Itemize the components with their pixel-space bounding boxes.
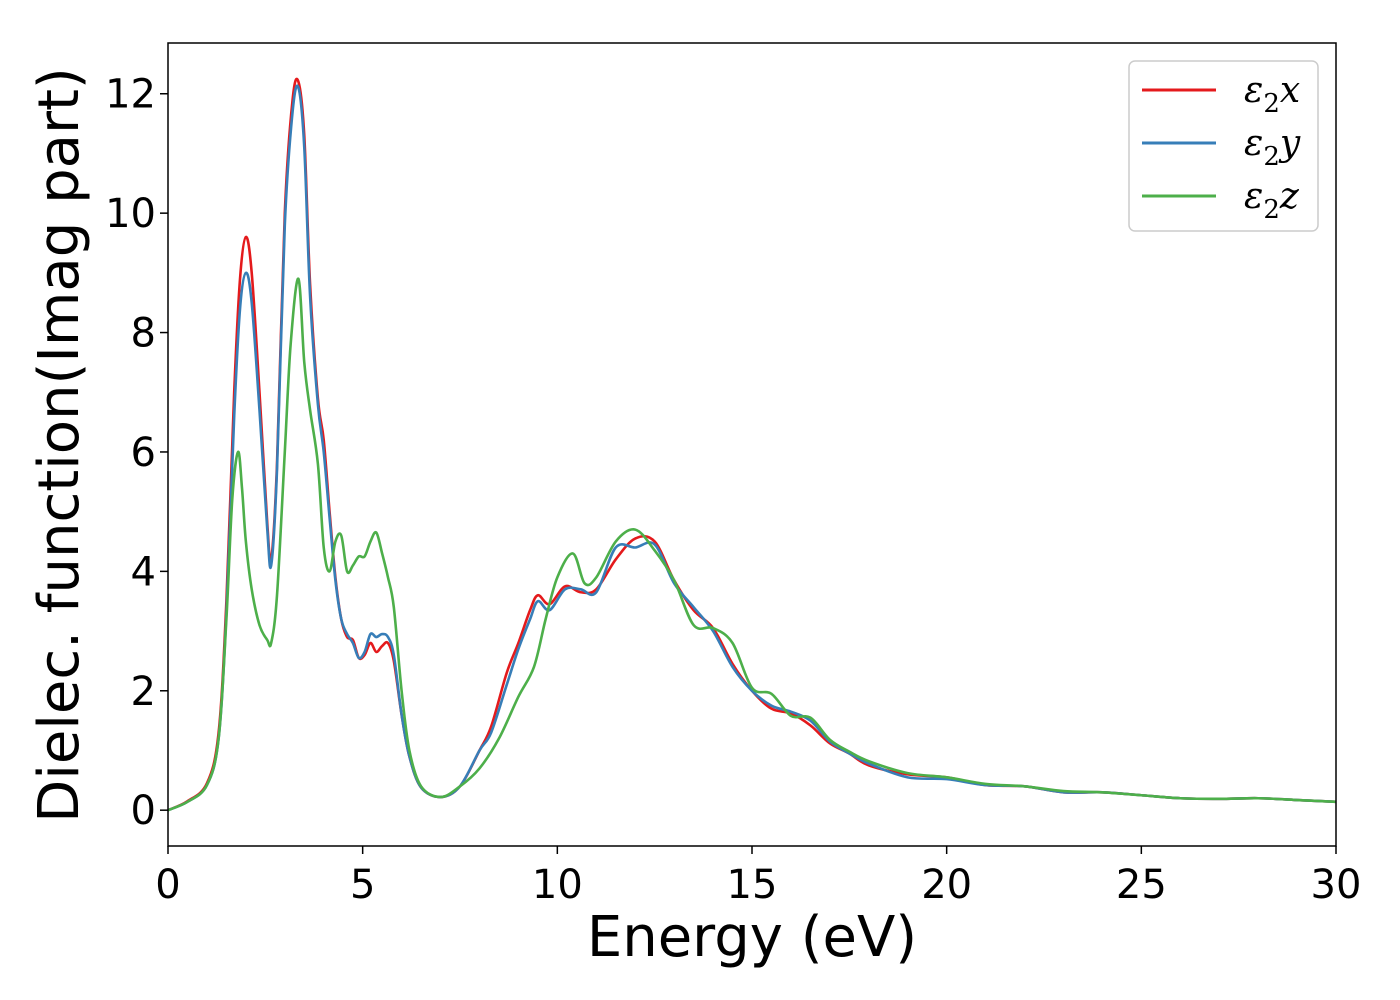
x-tick-label: 30 bbox=[1311, 862, 1362, 908]
plot-lines bbox=[168, 77, 1336, 812]
y-tick-label: 2 bbox=[131, 669, 156, 715]
y-axis-title: Dielec. function(Imag part) bbox=[27, 67, 92, 823]
y-axis-ticks: 0 2 4 6 8 10 12 bbox=[105, 72, 168, 834]
x-tick-label: 0 bbox=[155, 862, 180, 908]
y-tick-label: 12 bbox=[105, 72, 156, 118]
y-tick-label: 10 bbox=[105, 191, 156, 237]
y-tick-label: 6 bbox=[131, 430, 156, 476]
x-tick-label: 25 bbox=[1116, 862, 1167, 908]
legend-label-x: ε2x bbox=[1244, 70, 1300, 119]
legend-label-z: ε2z bbox=[1244, 176, 1300, 225]
legend-box bbox=[1128, 60, 1319, 232]
x-tick-label: 15 bbox=[727, 862, 778, 908]
y-tick-label: 0 bbox=[131, 788, 156, 834]
x-tick-label: 5 bbox=[350, 862, 375, 908]
y-tick-label: 8 bbox=[131, 311, 156, 357]
x-axis-ticks: 0 5 10 15 20 25 30 bbox=[155, 846, 1361, 908]
legend-label-y: ε2y bbox=[1244, 123, 1301, 172]
x-tick-label: 20 bbox=[921, 862, 972, 908]
y-tick-label: 4 bbox=[131, 549, 156, 595]
x-tick-label: 10 bbox=[532, 862, 583, 908]
x-axis-title: Energy (eV) bbox=[587, 905, 917, 970]
series-line-z bbox=[168, 277, 1336, 812]
